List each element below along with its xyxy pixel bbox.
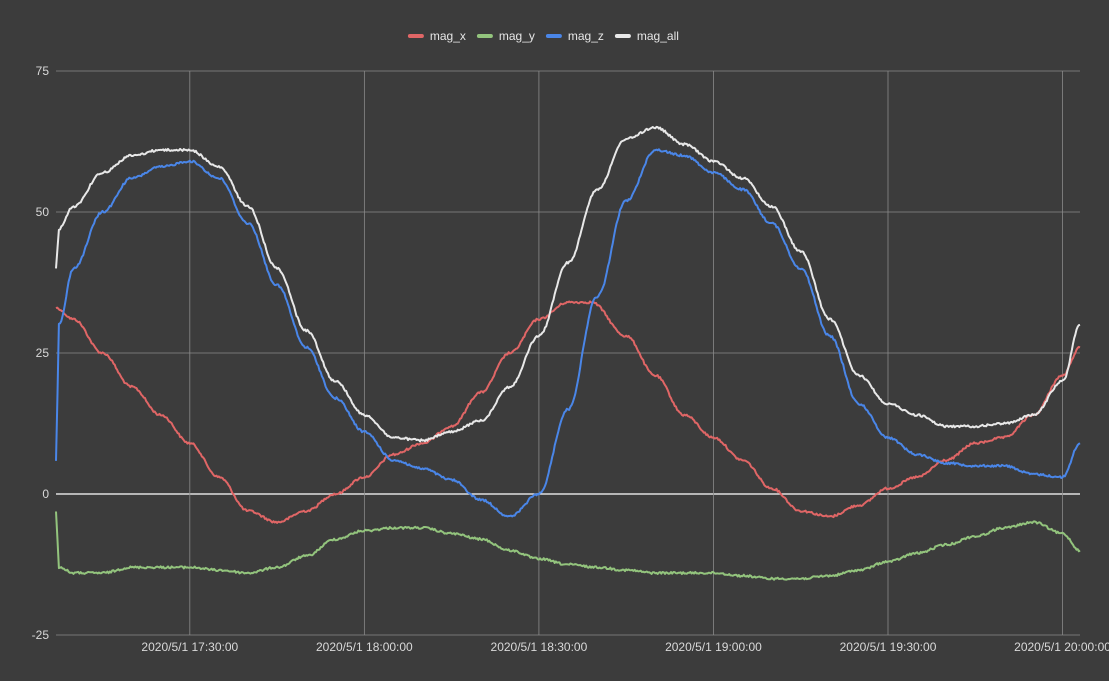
x-tick-label: 2020/5/1 18:00:00 xyxy=(316,640,413,654)
x-axis-ticks: 2020/5/1 17:30:00 2020/5/1 18:00:00 2020/5… xyxy=(141,640,1109,654)
series-line-mag-x xyxy=(55,300,1081,524)
x-tick-label: 2020/5/1 19:30:00 xyxy=(840,640,937,654)
series-line-mag-z xyxy=(55,148,1081,518)
y-tick-label: 50 xyxy=(36,205,50,219)
y-axis-ticks: 75 50 25 0 -25 xyxy=(32,64,50,642)
legend-label: mag_all xyxy=(637,29,679,43)
legend-label: mag_y xyxy=(499,29,535,43)
chart-grid xyxy=(56,70,1080,636)
x-tick-label: 2020/5/1 19:00:00 xyxy=(665,640,762,654)
legend-label: mag_z xyxy=(568,29,604,43)
y-tick-label: 0 xyxy=(42,487,49,501)
x-tick-label: 2020/5/1 20:00:00 xyxy=(1014,640,1109,654)
chart-series xyxy=(55,125,1081,581)
chart-legend: mag_x mag_y mag_z mag_all xyxy=(407,29,679,43)
x-tick-label: 2020/5/1 18:30:00 xyxy=(491,640,588,654)
y-tick-label: 75 xyxy=(36,64,50,78)
legend-item-mag-all[interactable]: mag_all xyxy=(614,29,679,43)
series-line-mag-all xyxy=(55,125,1081,443)
series-line-mag-y xyxy=(55,511,1081,581)
y-tick-label: -25 xyxy=(32,628,50,642)
legend-label: mag_x xyxy=(430,29,466,43)
x-tick-label: 2020/5/1 17:30:00 xyxy=(141,640,238,654)
legend-item-mag-x[interactable]: mag_x xyxy=(407,29,466,43)
legend-item-mag-y[interactable]: mag_y xyxy=(476,29,535,43)
legend-item-mag-z[interactable]: mag_z xyxy=(545,29,604,43)
y-tick-label: 25 xyxy=(36,346,50,360)
